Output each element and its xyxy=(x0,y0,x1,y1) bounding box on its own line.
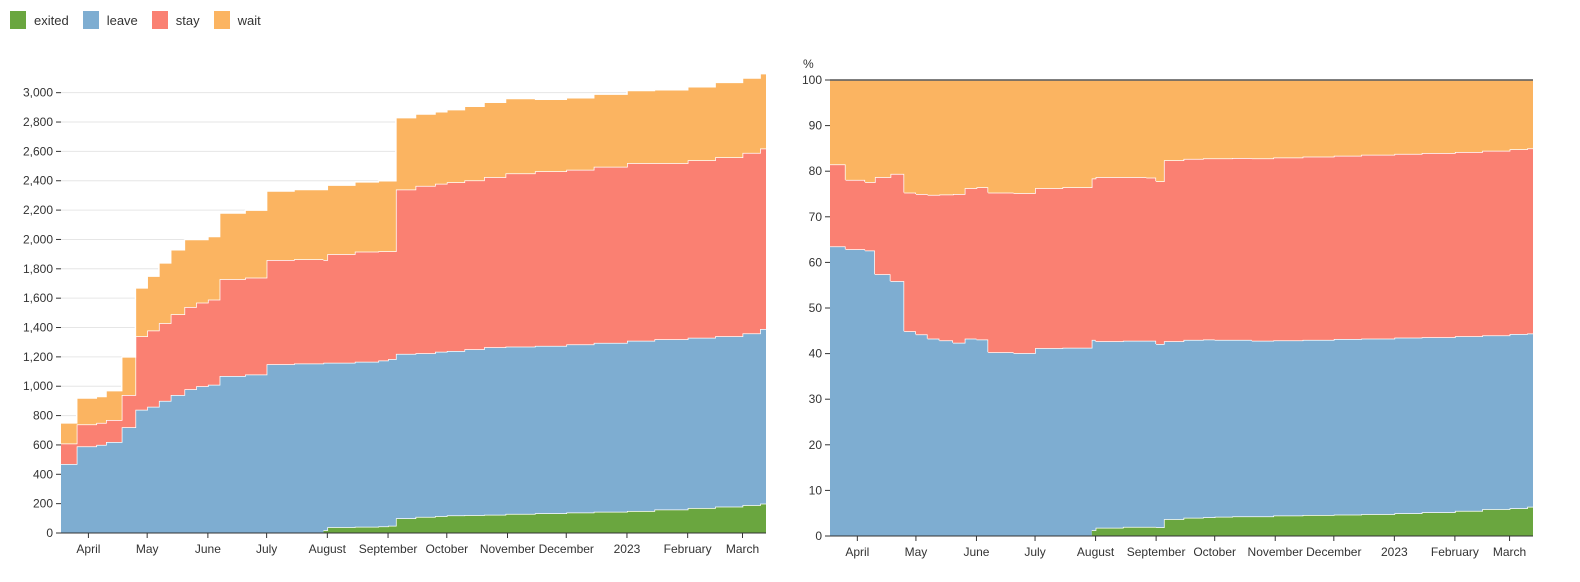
legend-label-stay: stay xyxy=(175,12,200,28)
percent-chart-y-tick-label-7: 70 xyxy=(809,210,823,224)
count-chart-y-tick-label-1: 200 xyxy=(33,497,53,511)
percent-chart-x-tick-label-6: October xyxy=(1193,545,1236,559)
percent-chart-x-tick-label-3: July xyxy=(1024,545,1045,559)
percent-chart-y-tick-label-1: 10 xyxy=(809,483,823,497)
percent-chart-area-exited xyxy=(830,506,1533,536)
percent-chart-area-stay xyxy=(830,148,1533,354)
percent-chart-x-tick-label-11: March xyxy=(1493,545,1526,559)
percent-chart-x-tick-label-9: 2023 xyxy=(1381,545,1408,559)
count-chart-x-tick-label-6: October xyxy=(425,542,468,556)
percent-chart-y-tick-label-4: 40 xyxy=(809,347,823,361)
count-chart-x-tick-label-10: February xyxy=(664,542,712,556)
count-chart-x-tick-label-0: April xyxy=(76,542,100,556)
legend-label-exited: exited xyxy=(34,12,69,28)
count-chart-y-tick-label-7: 1,400 xyxy=(23,321,53,335)
legend: exited leave stay wait xyxy=(10,11,261,29)
count-chart-y-tick-label-13: 2,600 xyxy=(23,144,53,158)
percent-chart-y-tick-label-10: 100 xyxy=(802,73,822,87)
legend-swatch-exited xyxy=(10,11,26,29)
legend-item-exited[interactable]: exited xyxy=(10,11,69,29)
percent-chart-y-tick-label-6: 60 xyxy=(809,255,823,269)
count-chart-y-tick-label-6: 1,200 xyxy=(23,350,53,364)
count-chart-y-tick-label-14: 2,800 xyxy=(23,115,53,129)
percent-chart-x-tick-label-5: September xyxy=(1127,545,1186,559)
legend-item-wait[interactable]: wait xyxy=(213,11,261,29)
count-chart-x-tick-label-2: June xyxy=(195,542,221,556)
percent-chart-y-tick-label-0: 0 xyxy=(815,529,822,543)
count-chart-y-tick-label-4: 800 xyxy=(33,409,53,423)
count-chart-y-tick-label-10: 2,000 xyxy=(23,232,53,246)
count-chart-y-tick-label-11: 2,200 xyxy=(23,203,53,217)
legend-swatch-wait xyxy=(213,11,230,29)
percent-chart-area-wait xyxy=(830,80,1533,195)
count-chart-x-tick-label-1: May xyxy=(136,542,159,556)
legend-item-stay[interactable]: stay xyxy=(151,11,200,29)
percent-chart-y-tick-label-2: 20 xyxy=(809,438,823,452)
legend-label-leave: leave xyxy=(106,12,138,28)
percent-chart-area-leave xyxy=(830,246,1533,536)
percent-chart-x-tick-label-1: May xyxy=(905,545,928,559)
legend-item-leave[interactable]: leave xyxy=(82,11,138,29)
count-chart-x-tick-label-9: 2023 xyxy=(614,542,641,556)
percent-chart-y-tick-label-3: 30 xyxy=(809,392,823,406)
percent-chart-y-axis-label: % xyxy=(803,57,814,71)
percent-chart-x-tick-label-4: August xyxy=(1077,545,1115,559)
count-chart-y-tick-label-15: 3,000 xyxy=(23,86,53,100)
percent-chart-y-tick-label-8: 80 xyxy=(809,164,823,178)
count-chart-x-tick-label-8: December xyxy=(539,542,594,556)
count-chart-y-tick-label-9: 1,800 xyxy=(23,262,53,276)
percent-chart-y-tick-label-9: 90 xyxy=(809,119,823,133)
percent-chart-y-tick-label-5: 50 xyxy=(809,301,823,315)
legend-swatch-leave xyxy=(82,11,99,29)
legend-swatch-stay xyxy=(151,11,168,29)
count-chart-y-tick-label-2: 400 xyxy=(33,467,53,481)
count-chart-area-stay xyxy=(61,148,766,464)
count-chart-x-tick-label-3: July xyxy=(256,542,277,556)
count-chart-y-tick-label-12: 2,400 xyxy=(23,174,53,188)
percent-chart-x-tick-label-0: April xyxy=(845,545,869,559)
percent-chart-x-tick-label-7: November xyxy=(1248,545,1303,559)
count-chart-y-tick-label-0: 0 xyxy=(46,526,53,540)
percent-chart-x-tick-label-8: December xyxy=(1306,545,1361,559)
count-chart-x-tick-label-7: November xyxy=(480,542,535,556)
count-chart-area-leave xyxy=(61,329,766,533)
count-chart-y-tick-label-8: 1,600 xyxy=(23,291,53,305)
count-chart-x-tick-label-5: September xyxy=(359,542,418,556)
count-chart-x-tick-label-11: March xyxy=(726,542,759,556)
percent-chart-x-tick-label-2: June xyxy=(963,545,989,559)
count-chart-boundary-wait xyxy=(61,72,766,424)
count-chart-area-wait xyxy=(61,73,766,444)
percent-chart-x-tick-label-10: February xyxy=(1431,545,1479,559)
count-chart-y-tick-label-3: 600 xyxy=(33,438,53,452)
count-chart-y-tick-label-5: 1,000 xyxy=(23,379,53,393)
count-chart-x-tick-label-4: August xyxy=(309,542,347,556)
legend-label-wait: wait xyxy=(237,12,261,28)
stacked-count-chart: 0 200 400 600 800 1,000 1,200 1,400 1,600 1,800 2,… xyxy=(23,72,766,556)
